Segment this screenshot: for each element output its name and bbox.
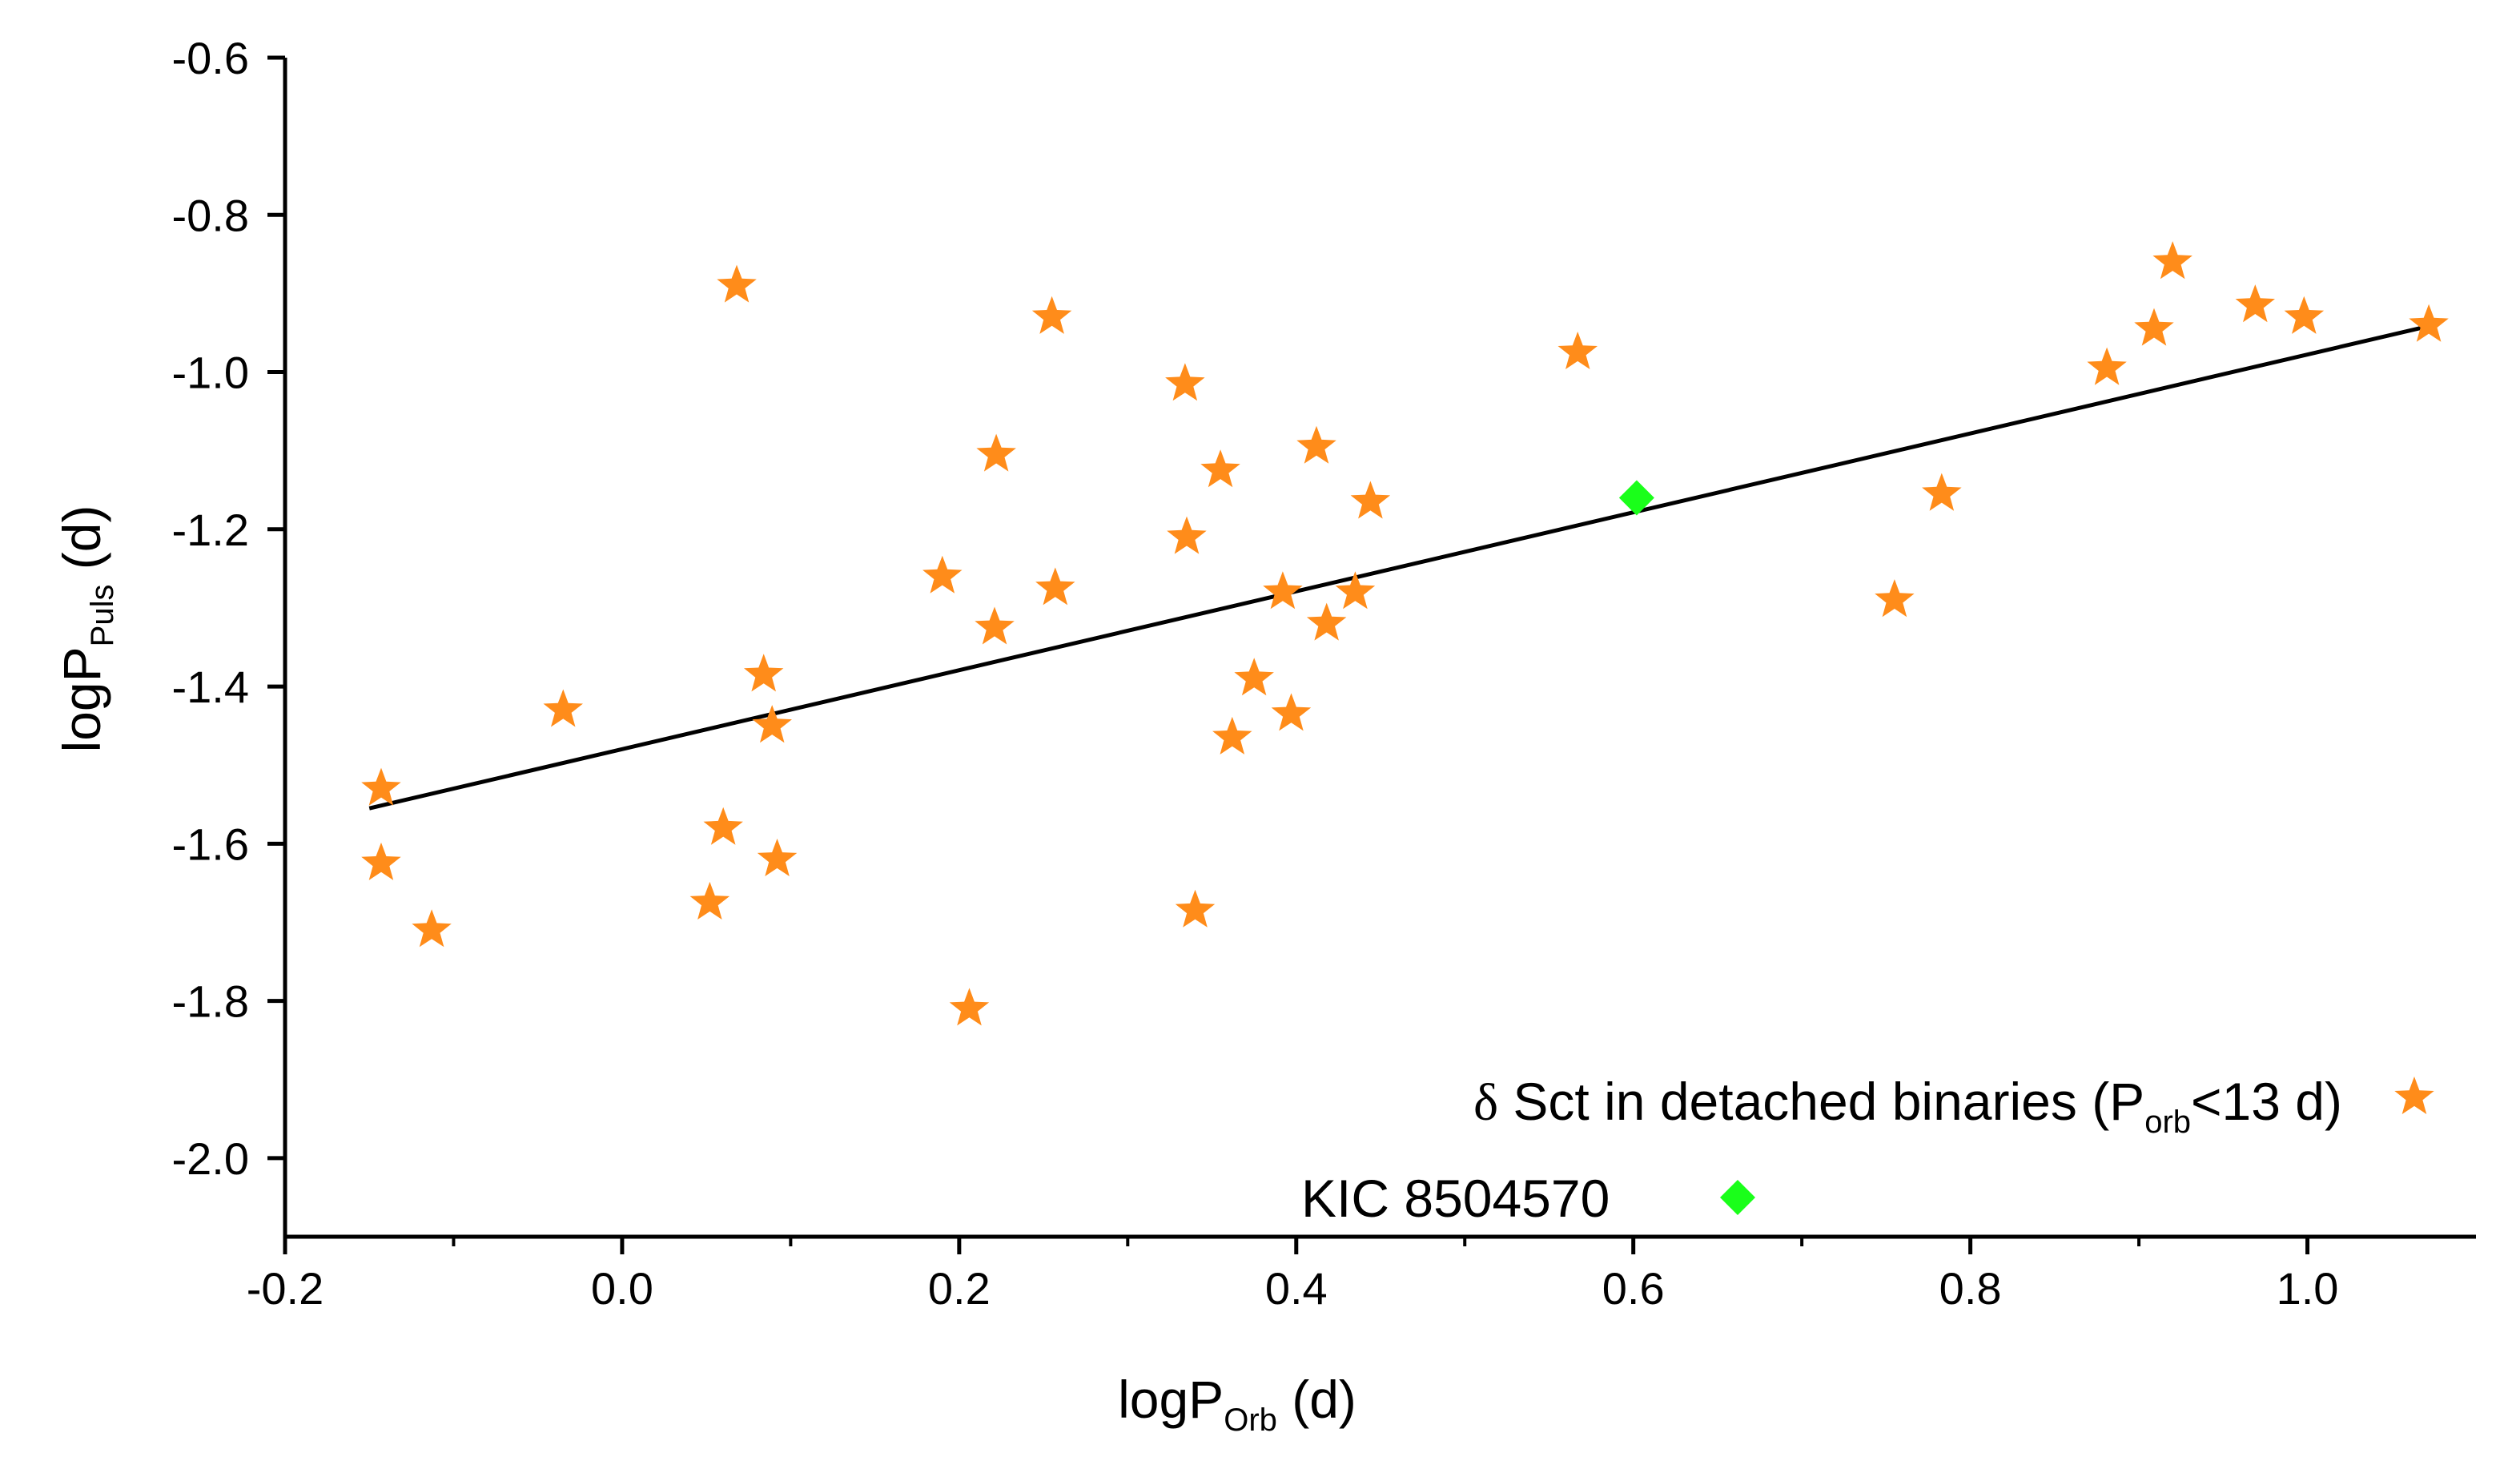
star-point — [361, 767, 401, 806]
axes — [283, 58, 2476, 1239]
star-point — [1335, 571, 1376, 610]
star-point — [1263, 571, 1303, 610]
star-point — [1200, 449, 1240, 488]
star-point — [976, 433, 1016, 472]
star-point — [1922, 473, 1962, 511]
star-point — [1035, 567, 1075, 606]
star-point — [2284, 296, 2325, 334]
legend-star-marker — [2394, 1077, 2434, 1114]
star-point — [1271, 693, 1312, 731]
y-tick-label: -1.6 — [172, 819, 250, 869]
star-point — [2409, 304, 2449, 342]
legend-diamond-shape — [1720, 1180, 1755, 1215]
x-axis-label-main: logP — [1118, 1370, 1224, 1429]
star-point — [1212, 716, 1252, 755]
regression-line — [368, 323, 2434, 811]
star-point — [975, 606, 1015, 645]
legend-diamond-marker — [1720, 1180, 1755, 1215]
y-tick-label: -2.0 — [172, 1133, 250, 1184]
star-point — [1875, 579, 1915, 618]
kic-diamond-point — [1618, 480, 1654, 516]
star-point — [1175, 889, 1216, 928]
star-point — [922, 555, 963, 594]
star-point — [689, 881, 730, 920]
legend-star-shape — [2394, 1077, 2434, 1114]
star-point — [2087, 347, 2127, 385]
legend-delta-symbol: δ — [1473, 1073, 1498, 1132]
star-point — [717, 264, 757, 303]
x-tick-label: 0.8 — [1939, 1263, 2002, 1314]
data-points — [361, 241, 2449, 1026]
star-point — [1306, 602, 1347, 641]
star-point — [1165, 363, 1205, 401]
y-tick-label: -0.6 — [172, 33, 250, 83]
star-point — [543, 689, 583, 727]
legend-entry-delta-sct: δ Sct in detached binaries (Porb<13 d) — [1473, 1072, 2342, 1140]
ticks: -0.2 0.0 0.2 0.4 0.6 0.8 1.0 -2.0 -1.8 -1.6 -1.4 -1… — [172, 33, 2339, 1314]
y-tick-label: -1.2 — [172, 505, 250, 555]
y-tick-label: -1.4 — [172, 662, 250, 712]
x-tick-label: 0.2 — [928, 1263, 991, 1314]
legend: δ Sct in detached binaries (Porb<13 d) K… — [1301, 1072, 2434, 1228]
x-tick-label: 0.0 — [591, 1263, 653, 1314]
y-tick-label: -0.8 — [172, 190, 250, 240]
y-axis-label-sub: Puls — [85, 585, 120, 647]
star-point — [703, 807, 743, 845]
y-axis-label: logPPuls (d) — [52, 505, 120, 753]
legend-entry-kic: KIC 8504570 — [1301, 1169, 1610, 1228]
y-axis-label-main: logP — [52, 646, 111, 752]
x-tick-label: 0.4 — [1265, 1263, 1328, 1314]
x-axis-label-unit: (d) — [1277, 1370, 1356, 1429]
legend-delta-suffix: <13 d) — [2191, 1072, 2342, 1131]
star-point — [752, 705, 792, 743]
x-axis-label: logPOrb (d) — [1118, 1370, 1356, 1438]
legend-delta-sub: orb — [2144, 1105, 2191, 1140]
star-point — [757, 839, 798, 876]
star-point — [2235, 284, 2275, 323]
y-tick-label: -1.0 — [172, 348, 250, 398]
star-point — [1557, 332, 1598, 369]
x-axis-label-sub: Orb — [1224, 1403, 1277, 1438]
star-point — [744, 654, 784, 692]
star-point — [1296, 425, 1336, 464]
star-point — [1350, 481, 1391, 519]
star-point — [949, 988, 990, 1026]
star-point — [2152, 241, 2192, 280]
legend-delta-main: Sct in detached binaries (P — [1498, 1072, 2144, 1131]
y-axis-label-unit: (d) — [52, 505, 111, 585]
x-tick-label: 0.6 — [1602, 1263, 1665, 1314]
x-tick-label: 1.0 — [2277, 1263, 2339, 1314]
x-tick-label: -0.2 — [247, 1263, 324, 1314]
star-point — [1031, 296, 1072, 334]
star-point — [1167, 516, 1207, 554]
y-tick-label: -1.8 — [172, 976, 250, 1027]
star-point — [1234, 658, 1274, 696]
star-point — [361, 842, 401, 880]
star-point — [412, 909, 452, 948]
star-point — [2134, 308, 2174, 346]
